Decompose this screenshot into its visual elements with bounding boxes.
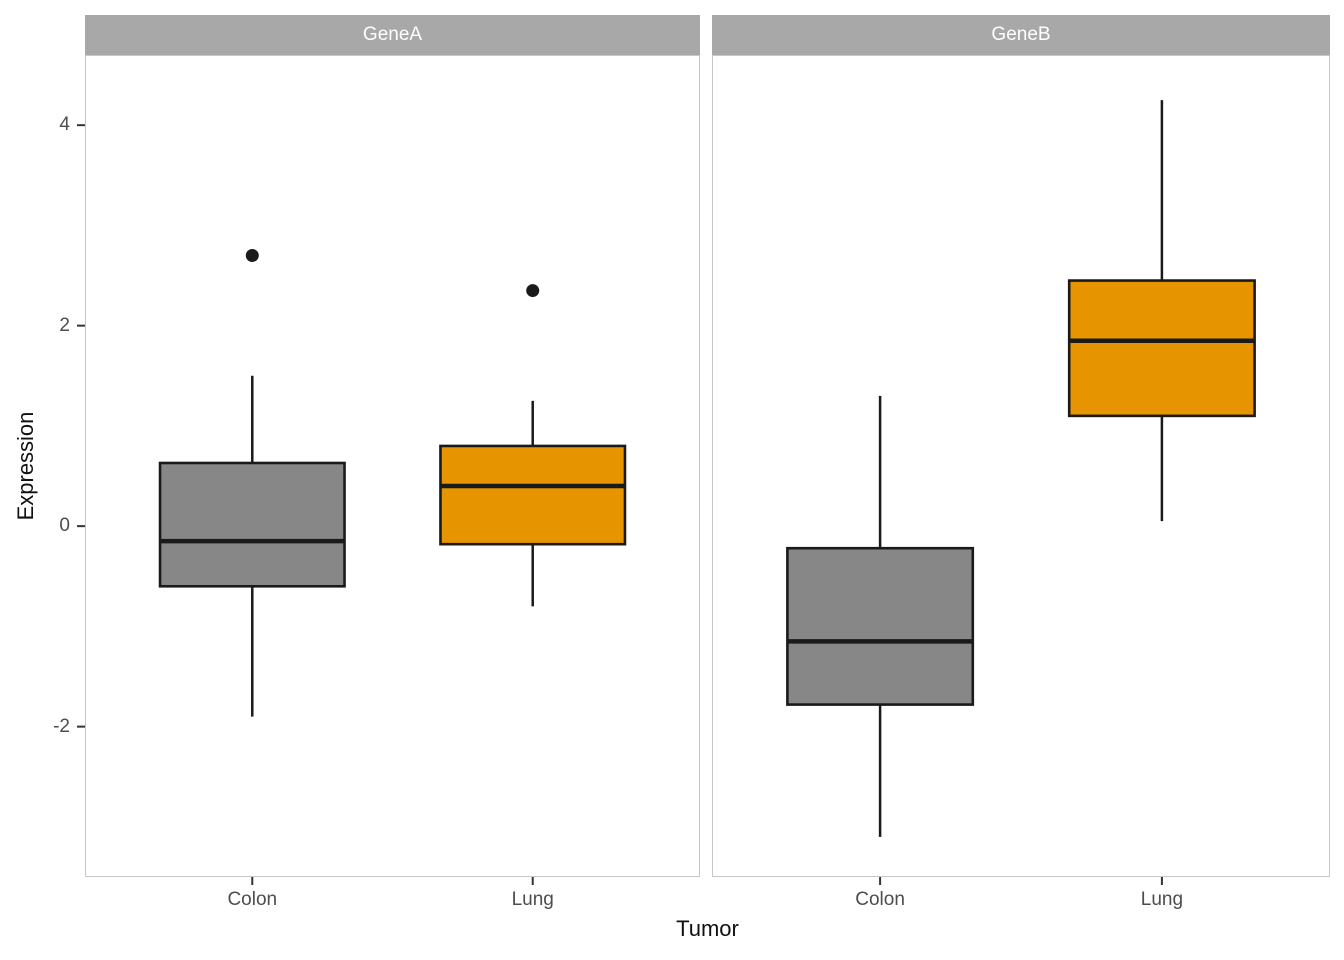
x-tick-label: Lung <box>1140 889 1184 910</box>
facet-strip-geneb: GeneB <box>712 15 1330 55</box>
facet-strip-label-geneb: GeneB <box>991 24 1051 45</box>
y-tick-label: 4 <box>59 114 70 136</box>
y-tick-label: -2 <box>53 715 70 737</box>
x-axis-title: Tumor <box>676 916 739 941</box>
y-tick-label: 0 <box>59 515 70 537</box>
x-tick-label: Lung <box>511 889 554 910</box>
y-tick-label: 2 <box>59 314 70 336</box>
x-tick-label: Colon <box>855 889 905 910</box>
panel-genea <box>85 55 700 877</box>
facet-strip-label-genea: GeneA <box>362 24 423 45</box>
panel-geneb <box>712 55 1330 877</box>
y-axis-title: Expression <box>13 411 38 521</box>
facet-strip-genea: GeneA <box>85 15 700 55</box>
x-tick-label: Colon <box>227 889 278 910</box>
